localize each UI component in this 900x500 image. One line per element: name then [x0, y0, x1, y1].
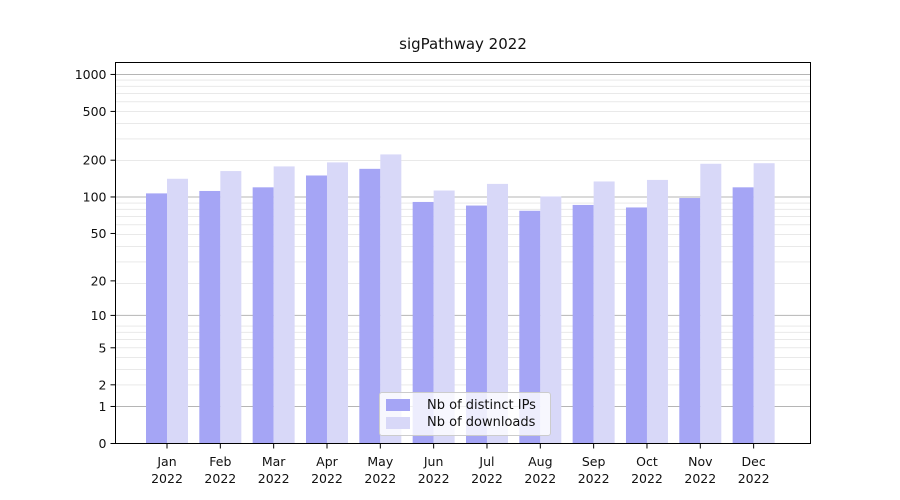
bar-ips-apr — [305, 175, 327, 444]
x-tick-label-year: 2022 — [684, 471, 716, 486]
legend-entry-downloads: Nb of downloads — [386, 415, 544, 430]
x-tick-label-month: Jan — [156, 454, 176, 469]
bar-downloads-feb — [220, 171, 242, 444]
x-tick-label-month: Apr — [316, 454, 338, 469]
y-tick-label: 100 — [83, 189, 107, 204]
bar-ips-jan — [146, 193, 167, 444]
bar-downloads-sep — [593, 181, 615, 444]
legend-swatch-distinct-ips — [386, 399, 410, 412]
y-tick-label: 20 — [91, 273, 107, 288]
legend-label-distinct-ips: Nb of distinct IPs — [427, 397, 536, 413]
x-tick-label-year: 2022 — [311, 471, 343, 486]
x-tick-label-month: May — [367, 454, 393, 469]
y-tick-label: 200 — [83, 153, 107, 168]
bar-ips-feb — [199, 190, 221, 444]
y-tick-label: 1000 — [75, 67, 107, 82]
x-tick-label-year: 2022 — [418, 471, 450, 486]
bar-ips-aug — [519, 210, 541, 444]
bar-downloads-may — [380, 154, 402, 444]
legend: Nb of distinct IPs Nb of downloads — [379, 392, 551, 436]
x-tick-label-year: 2022 — [631, 471, 663, 486]
bar-downloads-jul — [486, 183, 508, 444]
legend-entry-distinct-ips: Nb of distinct IPs — [386, 398, 544, 413]
bar-downloads-aug — [540, 196, 562, 444]
y-tick-label: 500 — [83, 104, 107, 119]
legend-label-downloads: Nb of downloads — [427, 415, 536, 431]
x-tick-label-month: Mar — [262, 454, 286, 469]
x-tick-label-year: 2022 — [151, 471, 183, 486]
bar-downloads-apr — [326, 162, 348, 444]
bar-downloads-mar — [273, 166, 295, 444]
y-tick-label: 50 — [91, 226, 107, 241]
x-tick-label-month: Feb — [209, 454, 231, 469]
x-tick-label-year: 2022 — [578, 471, 610, 486]
chart-title: sigPathway 2022 — [399, 35, 527, 53]
bar-ips-nov — [679, 198, 701, 444]
y-tick-label: 5 — [99, 340, 107, 355]
x-tick-label-month: Sep — [582, 454, 606, 469]
bar-ips-oct — [625, 207, 647, 444]
y-tick-label: 10 — [91, 308, 107, 323]
bar-ips-sep — [572, 204, 594, 444]
axis-frame — [115, 62, 811, 444]
bar-downloads-nov — [700, 163, 722, 444]
x-tick-label-year: 2022 — [204, 471, 236, 486]
bar-ips-jun — [412, 201, 434, 444]
x-tick-label-month: Jul — [478, 454, 494, 469]
x-tick-label-year: 2022 — [471, 471, 503, 486]
bar-downloads-dec — [753, 163, 775, 444]
y-tick-label: 2 — [99, 377, 107, 392]
legend-swatch-downloads — [386, 416, 410, 429]
x-tick-label-year: 2022 — [738, 471, 770, 486]
x-tick-label-month: Jun — [423, 454, 444, 469]
bar-ips-jul — [465, 205, 487, 444]
x-tick-label-month: Oct — [636, 454, 658, 469]
x-tick-label-year: 2022 — [258, 471, 290, 486]
x-tick-label-month: Dec — [742, 454, 766, 469]
bar-ips-dec — [732, 187, 754, 444]
x-tick-label-year: 2022 — [524, 471, 556, 486]
x-tick-label-month: Aug — [528, 454, 552, 469]
bar-downloads-jan — [167, 178, 188, 444]
x-tick-label-year: 2022 — [364, 471, 396, 486]
bar-downloads-oct — [646, 179, 668, 444]
x-tick-label-month: Nov — [688, 454, 713, 469]
bar-downloads-jun — [433, 190, 455, 444]
bar-ips-mar — [252, 187, 274, 444]
y-tick-label: 0 — [99, 436, 107, 451]
y-tick-label: 1 — [99, 399, 107, 414]
bar-ips-may — [359, 168, 381, 444]
